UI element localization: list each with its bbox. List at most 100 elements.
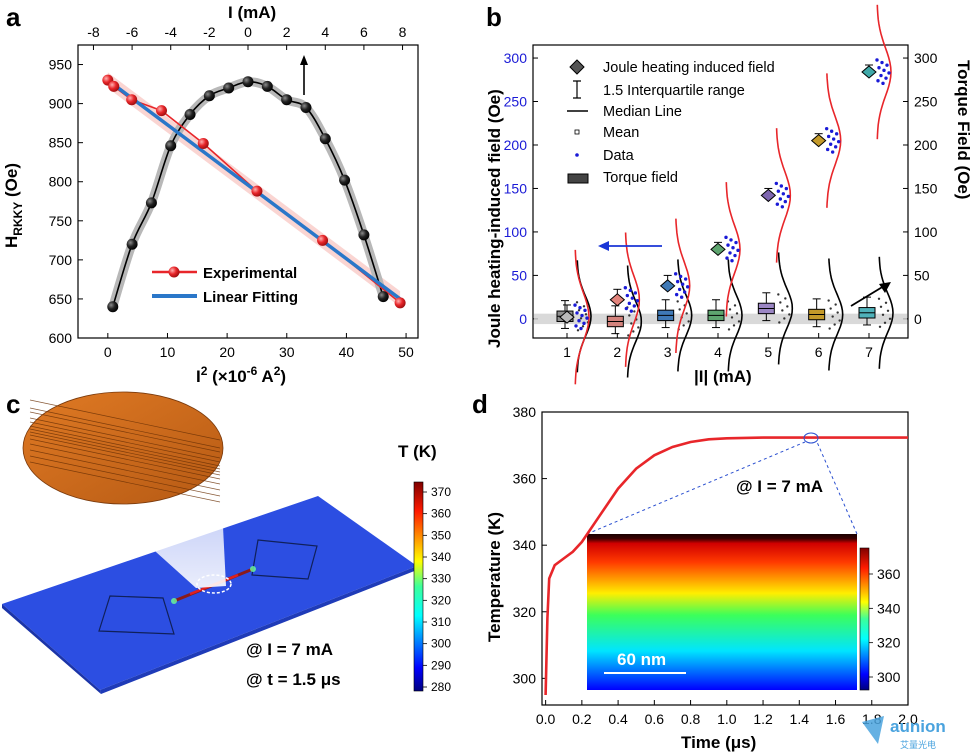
b-xtick-label: 4 bbox=[714, 344, 722, 360]
b-joule-data-point bbox=[885, 63, 889, 67]
b-joule-data-point bbox=[884, 76, 888, 80]
c-colorbar-tick-label: 290 bbox=[431, 658, 451, 672]
a-experimental-point bbox=[126, 94, 138, 106]
b-joule-data-point bbox=[585, 316, 589, 320]
b-joule-data-point bbox=[877, 66, 881, 70]
b-joule-box bbox=[810, 133, 827, 148]
b-ytick-label: 0 bbox=[519, 311, 527, 327]
b-torque-data-point bbox=[678, 308, 681, 311]
c-colorbar-tick-label: 320 bbox=[431, 593, 451, 607]
b-torque-data-point bbox=[881, 313, 885, 316]
d-ytick-label: 340 bbox=[513, 537, 537, 553]
panel-d-x-axis-label: Time (μs) bbox=[681, 733, 756, 752]
b-torque-distribution bbox=[878, 256, 894, 369]
b-torque-data-point bbox=[685, 312, 688, 315]
c-stripe-line bbox=[29, 428, 221, 470]
b-torque-data-point bbox=[576, 329, 580, 332]
b-joule-data-point bbox=[887, 71, 891, 75]
b-torque-data-point bbox=[732, 324, 736, 327]
b-joule-data-point bbox=[725, 256, 729, 260]
scale-bar-label: 60 nm bbox=[617, 650, 666, 669]
b-joule-data-point bbox=[876, 79, 880, 83]
b-joule-data-point bbox=[833, 145, 838, 149]
b-torque-data-point bbox=[784, 297, 787, 300]
panel-a-top-axis-label: I (mA) bbox=[228, 3, 276, 22]
a-x2tick-label: 8 bbox=[399, 24, 407, 40]
b-joule-data-point bbox=[776, 189, 781, 193]
a-current-point bbox=[203, 90, 215, 102]
b-joule-data-point bbox=[633, 291, 638, 295]
c-colorbar-tick-label: 360 bbox=[431, 507, 451, 521]
a-ytick-label: 950 bbox=[49, 57, 73, 73]
b-joule-data-point bbox=[577, 319, 581, 323]
a-ytick-label: 900 bbox=[49, 96, 73, 112]
b-joule-data-point bbox=[731, 246, 735, 250]
colorbar-title: T (K) bbox=[398, 442, 437, 461]
b-joule-data-point bbox=[635, 299, 640, 303]
a-ytick-label: 800 bbox=[49, 174, 73, 190]
b-joule-data-point bbox=[781, 192, 786, 196]
b-y2tick-label: 250 bbox=[914, 94, 938, 110]
b-joule-box bbox=[861, 65, 877, 79]
d-temperature-curve bbox=[544, 436, 908, 696]
b-joule-data-point bbox=[836, 139, 841, 144]
panel-b-label: b bbox=[486, 2, 502, 32]
legend-torque: Torque field bbox=[603, 170, 678, 186]
a-ytick-label: 850 bbox=[49, 135, 73, 151]
a-current-point bbox=[223, 82, 235, 94]
b-ytick-label: 150 bbox=[504, 180, 528, 196]
b-ytick-label: 300 bbox=[504, 50, 528, 66]
b-torque-data-point bbox=[737, 320, 741, 323]
b-torque-distribution bbox=[677, 259, 693, 372]
a-x2tick-label: -4 bbox=[165, 24, 178, 40]
c-stripe-line bbox=[29, 411, 221, 453]
b-joule-data-point bbox=[830, 150, 835, 154]
b-torque-distribution bbox=[727, 259, 743, 372]
b-joule-data-point bbox=[875, 58, 879, 62]
b-y2tick-label: 200 bbox=[914, 137, 938, 153]
a-ytick-label: 700 bbox=[49, 252, 73, 268]
b-joule-data-point bbox=[575, 311, 579, 315]
b-joule-data-point bbox=[579, 326, 583, 331]
d-xtick-label: 1.0 bbox=[717, 711, 737, 727]
b-torque-data-point bbox=[637, 326, 640, 329]
d-colorbar-tick-label: 320 bbox=[877, 635, 901, 651]
a-ytick-label: 750 bbox=[49, 213, 73, 229]
b-joule-data-point bbox=[580, 313, 584, 318]
b-torque-data-point bbox=[579, 317, 583, 320]
b-joule-data-point bbox=[881, 81, 885, 86]
panel-b-y-axis-label: Joule heating-induced field (Oe) bbox=[485, 89, 504, 348]
d-xtick-label: 1.4 bbox=[790, 711, 810, 727]
b-joule-data-point bbox=[733, 253, 737, 258]
a-x2tick-label: -8 bbox=[87, 24, 100, 40]
b-torque-data-point bbox=[833, 323, 836, 326]
b-ytick-label: 100 bbox=[504, 224, 528, 240]
a-current-point bbox=[358, 229, 370, 241]
c-stripe-line bbox=[29, 443, 221, 485]
panel-b-frame bbox=[532, 44, 909, 339]
b-joule-data-point bbox=[879, 73, 883, 78]
legend-mean: Mean bbox=[603, 125, 639, 141]
panel-a-plot-area bbox=[102, 72, 406, 313]
a-current-point bbox=[107, 301, 119, 313]
b-ytick-label: 250 bbox=[504, 94, 528, 110]
b-joule-data-point bbox=[582, 321, 586, 326]
d-colorbar-tick-label: 300 bbox=[877, 669, 901, 685]
d-colorbar-tick-label: 340 bbox=[877, 600, 901, 616]
b-xtick-label: 2 bbox=[613, 344, 621, 360]
b-torque-data-point bbox=[777, 293, 780, 296]
a-x2tick-label: 6 bbox=[360, 24, 368, 40]
legend-linear-fitting: Linear Fitting bbox=[203, 289, 298, 306]
inset-temperature-map bbox=[587, 534, 857, 690]
d-xtick-label: 0.8 bbox=[681, 711, 701, 727]
b-torque-data-point bbox=[676, 300, 679, 303]
d-colorbar-tick-label: 360 bbox=[877, 566, 901, 582]
colorbar-d bbox=[859, 547, 870, 691]
b-torque-data-point bbox=[581, 325, 585, 328]
b-joule-data-point bbox=[685, 285, 690, 289]
b-joule-distribution bbox=[826, 73, 842, 208]
b-joule-data-point bbox=[831, 137, 836, 141]
b-joule-data-point bbox=[826, 134, 831, 139]
b-joule-data-point bbox=[779, 184, 784, 188]
colorbar-c-ticks: 370 360 350 340 330 320 310 300 290 280 bbox=[423, 485, 451, 694]
